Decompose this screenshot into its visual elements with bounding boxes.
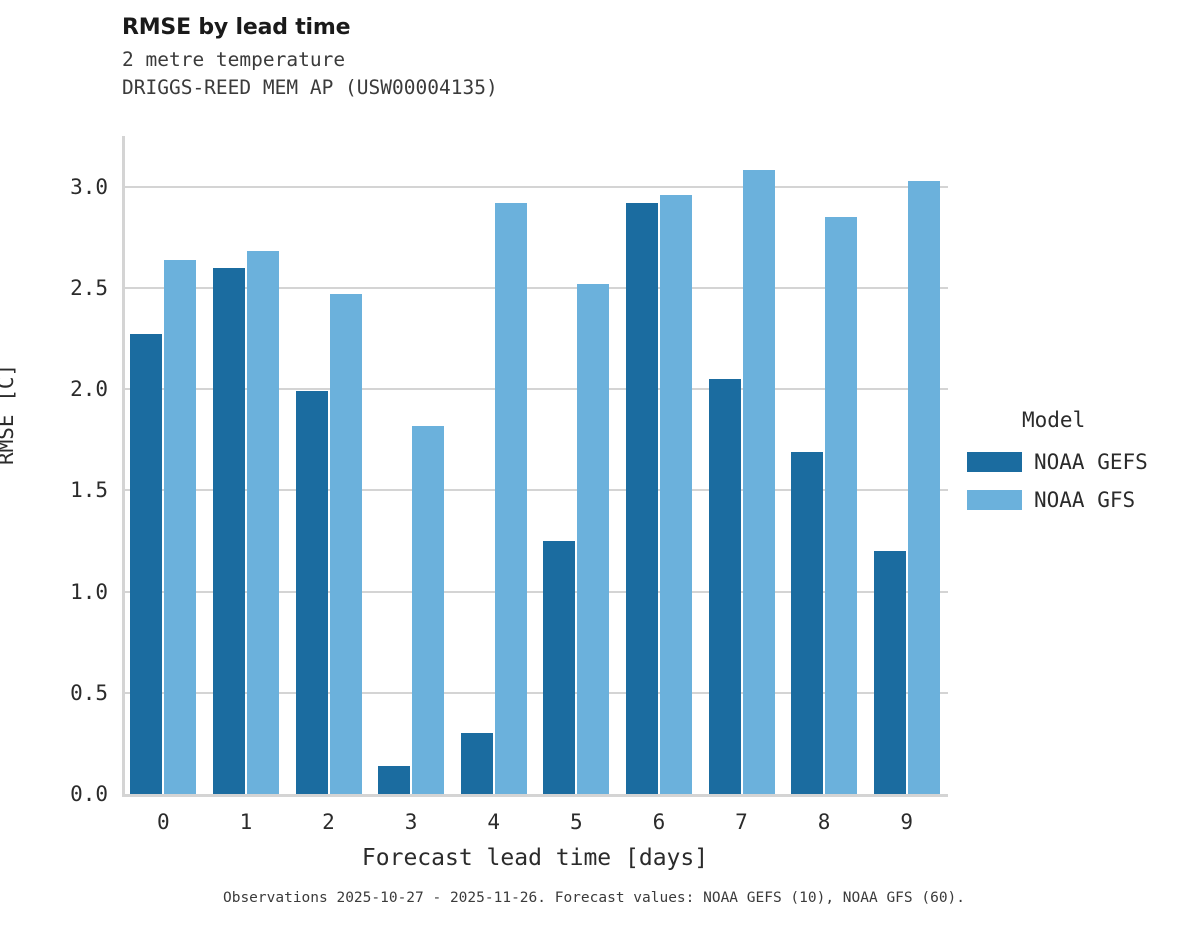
y-axis-spine [122, 136, 125, 794]
gridline [122, 388, 948, 391]
x-tick-label: 6 [652, 810, 666, 834]
bar-gfs-day-4 [494, 202, 527, 794]
legend-item-label: NOAA GEFS [1034, 450, 1148, 474]
y-tick-label: 1.0 [70, 579, 108, 604]
y-tick-label: 1.5 [70, 478, 108, 503]
y-axis-tick-labels: 0.0 0.5 1.0 1.5 2.0 2.5 3.0 [0, 0, 112, 928]
bar-gefs-day-3 [378, 765, 411, 794]
x-tick-label: 2 [322, 810, 335, 834]
legend-swatch-icon [967, 490, 1022, 510]
x-tick-label: 4 [487, 810, 501, 834]
bar-gfs-day-9 [907, 180, 940, 794]
x-tick-label: 1 [239, 810, 253, 834]
bar-gefs-day-1 [212, 267, 245, 794]
bar-gefs-day-6 [625, 202, 658, 794]
gridline [122, 286, 948, 289]
chart-subtitle-variable: 2 metre temperature [122, 48, 346, 72]
bar-gefs-day-7 [708, 378, 741, 794]
y-tick-label: 2.5 [70, 275, 108, 300]
bar-gfs-day-0 [164, 259, 197, 794]
x-tick-label: 3 [404, 810, 418, 834]
legend-item-gefs[interactable]: NOAA GEFS [967, 450, 1148, 474]
x-tick-label: 7 [735, 810, 748, 834]
bar-gefs-day-5 [543, 540, 576, 794]
legend-title: Model [1022, 408, 1086, 432]
y-tick-label: 2.0 [70, 377, 108, 402]
bar-gfs-day-6 [659, 194, 692, 794]
footer-note: Observations 2025-10-27 - 2025-11-26. Fo… [222, 890, 966, 906]
bar-gefs-day-4 [460, 733, 493, 794]
gridline [122, 489, 948, 492]
gridline [122, 691, 948, 694]
x-axis-title: Forecast lead time [days] [361, 845, 709, 871]
legend-item-gfs[interactable]: NOAA GFS [967, 488, 1148, 512]
chart-subtitle-station: DRIGGS-REED MEM AP (USW00004135) [122, 76, 498, 100]
bar-gfs-day-8 [825, 217, 858, 794]
bar-gefs-day-9 [873, 551, 906, 794]
bar-gfs-day-5 [577, 283, 610, 794]
y-tick-label: 0.0 [70, 782, 108, 806]
plot-area [122, 136, 948, 794]
bar-gfs-day-1 [246, 251, 279, 794]
bar-gfs-day-7 [742, 170, 775, 794]
chart-header: RMSE by lead time 2 metre temperature DR… [122, 15, 498, 103]
gridline [122, 590, 948, 593]
y-tick-label: 0.5 [70, 680, 108, 705]
x-tick-label: 5 [569, 810, 583, 834]
x-tick-label: 8 [817, 810, 831, 834]
gridline [122, 185, 948, 188]
bar-gfs-day-3 [412, 425, 445, 794]
y-tick-label: 3.0 [70, 174, 108, 199]
y-axis-title: RMSE [C] [0, 363, 18, 465]
x-tick-label: 9 [900, 810, 914, 834]
bar-gefs-day-8 [791, 451, 824, 794]
legend-swatch-icon [967, 452, 1022, 472]
legend-item-label: NOAA GFS [1034, 488, 1136, 512]
bar-gefs-day-2 [295, 391, 328, 794]
legend-entries: NOAA GEFS NOAA GFS [967, 450, 1148, 512]
page-title: RMSE by lead time [122, 15, 351, 40]
legend: Model NOAA GEFS NOAA GFS [967, 408, 1148, 526]
bar-gfs-day-2 [329, 293, 362, 794]
bar-gefs-day-0 [130, 334, 163, 794]
x-tick-label: 0 [156, 810, 170, 834]
x-axis-spine [122, 794, 948, 797]
